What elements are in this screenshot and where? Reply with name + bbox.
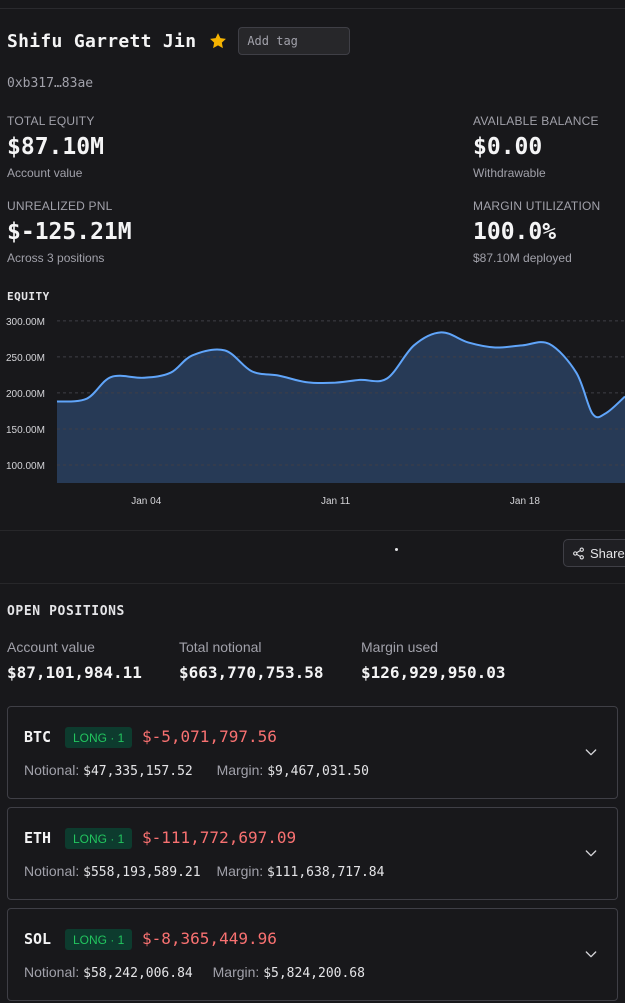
section-divider <box>0 530 625 531</box>
y-tick-label: 200.00M <box>6 389 45 400</box>
stat-label: TOTAL EQUITY <box>7 114 95 128</box>
margin-label: Margin: <box>212 964 260 980</box>
unrealized-pnl-stat: UNREALIZED PNL $-125.21M Across 3 positi… <box>7 199 132 265</box>
position-side-badge: LONG · 1 <box>65 929 133 950</box>
stat-value: $87.10M <box>7 134 104 160</box>
equity-area-fill <box>57 332 625 483</box>
stat-label: AVAILABLE BALANCE <box>473 114 599 128</box>
stat-label: MARGIN UTILIZATION <box>473 199 601 213</box>
stat-sub: $87.10M deployed <box>473 251 572 265</box>
top-divider <box>0 8 625 9</box>
notional-label: Notional: <box>24 863 80 879</box>
summary-value: $87,101,984.11 <box>7 663 142 682</box>
trader-name: Shifu Garrett Jin <box>7 30 197 52</box>
position-card-eth[interactable]: ETH LONG · 1 $-111,772,697.09 Notional: … <box>7 807 618 900</box>
wallet-address[interactable]: 0xb317…83ae <box>7 76 94 91</box>
stat-label: UNREALIZED PNL <box>7 199 113 213</box>
summary-total-notional: Total notional $663,770,753.58 <box>179 639 324 682</box>
margin-label: Margin: <box>216 762 264 778</box>
position-coin: BTC <box>24 728 52 746</box>
y-tick-label: 250.00M <box>6 353 45 364</box>
margin-label: Margin: <box>216 863 264 879</box>
add-tag-input[interactable] <box>238 27 351 55</box>
margin-value: $9,467,031.50 <box>267 764 369 779</box>
position-details: Notional: $47,335,157.52 Margin: $9,467,… <box>24 762 369 779</box>
margin-utilization-stat: MARGIN UTILIZATION 100.0% $87.10M deploy… <box>473 199 600 265</box>
summary-account-value: Account value $87,101,984.11 <box>7 639 142 682</box>
y-tick-label: 300.00M <box>6 317 45 328</box>
summary-margin-used: Margin used $126,929,950.03 <box>361 639 506 682</box>
stat-sub: Across 3 positions <box>7 251 105 265</box>
stat-value: $0.00 <box>473 134 543 160</box>
y-tick-label: 100.00M <box>6 461 45 472</box>
notional-label: Notional: <box>24 964 80 980</box>
margin-value: $5,824,200.68 <box>263 966 365 981</box>
position-coin: SOL <box>24 930 52 948</box>
position-pnl: $-111,772,697.09 <box>142 828 297 847</box>
y-tick-label: 150.00M <box>6 425 45 436</box>
open-positions-title: OPEN POSITIONS <box>7 604 125 619</box>
available-balance-stat: AVAILABLE BALANCE $0.00 Withdrawable <box>473 114 599 180</box>
position-card-sol[interactable]: SOL LONG · 1 $-8,365,449.96 Notional: $5… <box>7 908 618 1001</box>
star-icon[interactable] <box>208 31 228 51</box>
notional-label: Notional: <box>24 762 80 778</box>
x-tick-label: Jan 04 <box>131 496 161 507</box>
share-button[interactable]: Share <box>563 539 625 567</box>
chevron-down-icon[interactable] <box>583 845 599 861</box>
chevron-down-icon[interactable] <box>583 946 599 962</box>
share-label: Share <box>590 545 625 561</box>
decorative-dot <box>395 548 398 551</box>
total-equity-stat: TOTAL EQUITY $87.10M Account value <box>7 114 104 180</box>
summary-label: Margin used <box>361 639 439 655</box>
notional-value: $58,242,006.84 <box>83 966 193 981</box>
x-tick-label: Jan 18 <box>510 496 540 507</box>
notional-value: $47,335,157.52 <box>83 764 193 779</box>
summary-label: Account value <box>7 639 95 655</box>
chevron-down-icon[interactable] <box>583 744 599 760</box>
position-side-badge: LONG · 1 <box>65 828 133 849</box>
position-side-badge: LONG · 1 <box>65 727 133 748</box>
equity-line <box>56 331 625 419</box>
position-coin: ETH <box>24 829 52 847</box>
x-tick-label: Jan 11 <box>321 496 351 507</box>
equity-title: EQUITY <box>7 290 50 303</box>
stat-sub: Withdrawable <box>473 166 546 180</box>
position-card-btc[interactable]: BTC LONG · 1 $-5,071,797.56 Notional: $4… <box>7 706 618 799</box>
position-details: Notional: $58,242,006.84 Margin: $5,824,… <box>24 964 365 981</box>
equity-chart[interactable]: 100.00M 150.00M 200.00M 250.00M 300.00M Jan 0… <box>0 310 625 510</box>
notional-value: $558,193,589.21 <box>83 865 201 880</box>
section-divider <box>0 583 625 584</box>
summary-value: $126,929,950.03 <box>361 663 506 682</box>
profile-header: Shifu Garrett Jin <box>7 27 351 55</box>
position-pnl: $-5,071,797.56 <box>142 727 277 746</box>
stat-sub: Account value <box>7 166 83 180</box>
position-pnl: $-8,365,449.96 <box>142 929 277 948</box>
stat-value: 100.0% <box>473 219 557 245</box>
position-details: Notional: $558,193,589.21 Margin: $111,6… <box>24 863 384 880</box>
share-icon <box>573 547 584 559</box>
margin-value: $111,638,717.84 <box>267 865 385 880</box>
summary-label: Total notional <box>179 639 262 655</box>
summary-value: $663,770,753.58 <box>179 663 324 682</box>
stat-value: $-125.21M <box>7 219 132 245</box>
